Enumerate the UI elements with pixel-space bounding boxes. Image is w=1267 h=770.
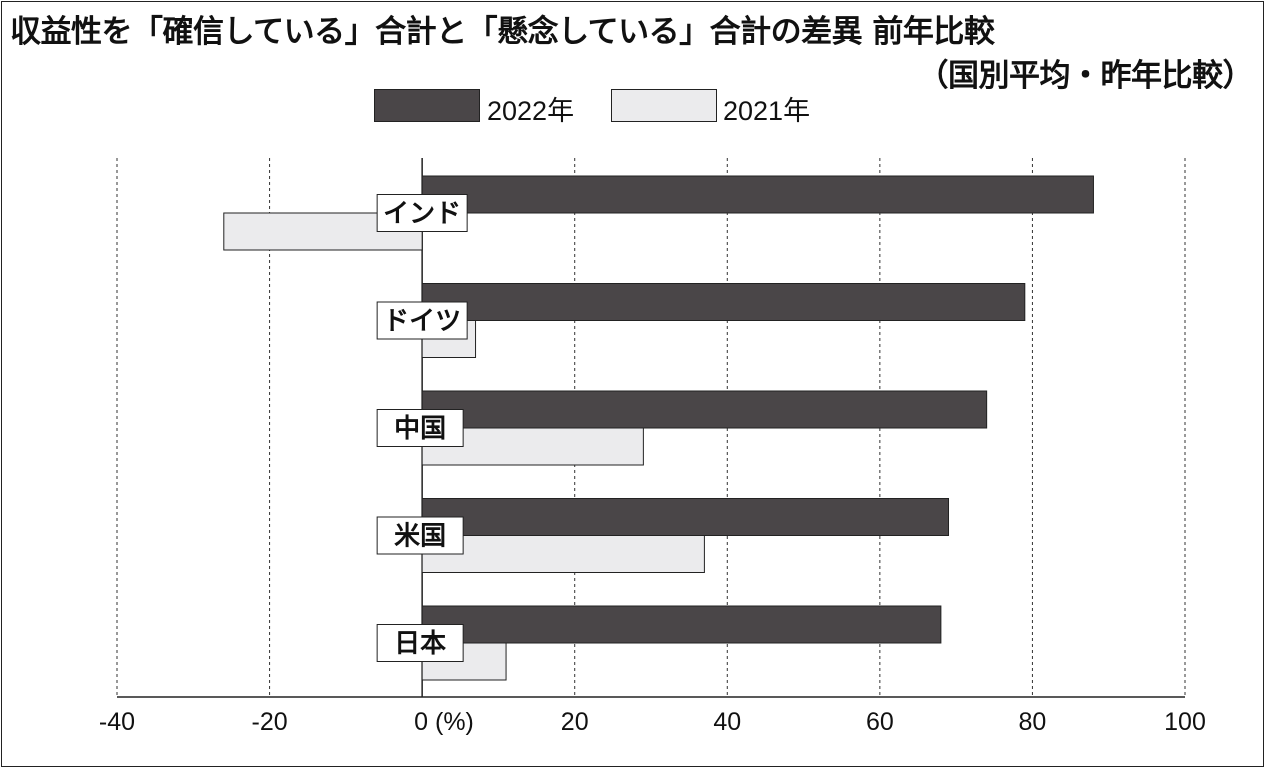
x-tick-label: 40 <box>713 708 741 736</box>
category-label: 米国 <box>394 522 446 552</box>
bar-2022 <box>421 283 1026 321</box>
category-label: インド <box>383 199 461 229</box>
chart-title: 収益性を「確信している」合計と「懸念している」合計の差異 前年比較 <box>10 14 995 50</box>
legend-label-2021: 2021年 <box>723 96 811 126</box>
category-label-box <box>376 194 468 232</box>
x-tick-label: 20 <box>561 708 589 736</box>
x-tick-label: 0 (%) <box>414 708 474 736</box>
bar-2022 <box>421 605 942 644</box>
bar-2021 <box>421 535 705 573</box>
chart-subtitle: （国別平均・昨年比較） <box>917 58 1254 94</box>
bar-2022 <box>421 498 950 536</box>
x-tick-label: -40 <box>99 708 135 736</box>
category-label-box <box>376 624 464 662</box>
category-label: 日本 <box>394 629 446 659</box>
category-label-box <box>376 516 464 555</box>
legend-swatch-2021 <box>611 89 717 122</box>
bar-2022 <box>421 390 988 429</box>
category-label-box <box>376 301 468 340</box>
category-label: ドイツ <box>383 307 461 337</box>
category-label-box <box>376 409 464 447</box>
x-tick-label: 60 <box>866 708 894 736</box>
x-tick-label: 100 <box>1164 708 1206 736</box>
x-tick-label: 80 <box>1019 708 1047 736</box>
x-tick-label: -20 <box>252 708 288 736</box>
legend-label-2022: 2022年 <box>487 96 575 126</box>
bar-2022 <box>421 175 1094 214</box>
legend-swatch-2022 <box>374 89 480 122</box>
category-label: 中国 <box>394 414 446 444</box>
